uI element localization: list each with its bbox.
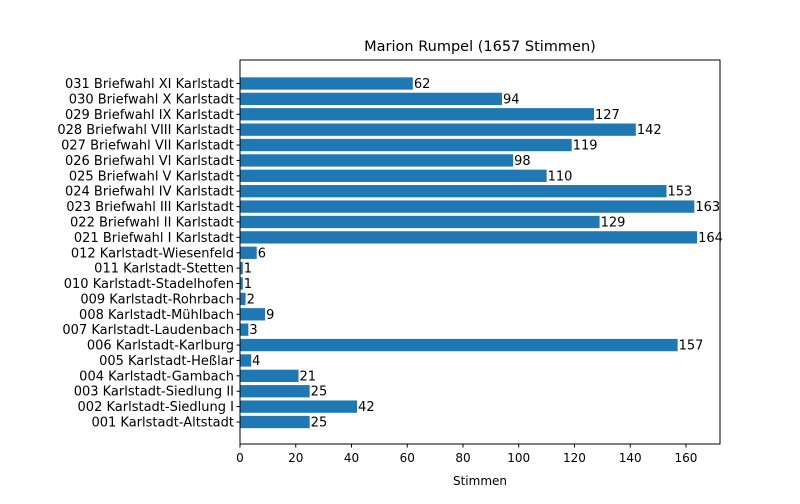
y-tick-label: 028 Briefwahl VIII Karlstadt (57, 123, 234, 138)
bar (240, 154, 514, 167)
y-tick-label: 027 Briefwahl VII Karlstadt (61, 139, 234, 154)
bar-value-label: 4 (252, 354, 260, 369)
bars-group (240, 77, 698, 429)
bar (240, 92, 503, 106)
bar-value-label: 164 (698, 231, 723, 246)
plot-frame (239, 59, 721, 445)
bar (240, 77, 413, 90)
x-tick-label: 60 (400, 451, 415, 465)
x-tick-label: 120 (563, 451, 586, 465)
y-tick-label: 004 Karlstadt-Gambach (79, 369, 234, 384)
y-tick-label: 023 Briefwahl III Karlstadt (66, 200, 234, 215)
bar (240, 200, 695, 213)
bar (240, 400, 358, 413)
value-labels-group: 2542252141573921161641291631531109811914… (244, 77, 723, 431)
y-tick-label: 030 Briefwahl X Karlstadt (69, 92, 234, 107)
y-tick-label: 006 Karlstadt-Karlburg (87, 339, 234, 354)
bar (240, 231, 698, 244)
x-tick-label: 160 (675, 451, 698, 465)
x-tick-label: 80 (455, 451, 470, 465)
y-tick-label: 026 Briefwahl VI Karlstadt (65, 154, 234, 169)
y-tick-label: 025 Briefwahl V Karlstadt (69, 169, 234, 184)
x-axis-label: Stimmen (453, 474, 507, 488)
y-tick-label: 009 Karlstadt-Rohrbach (80, 292, 234, 307)
y-tick-label: 005 Karlstadt-Heßlar (99, 354, 235, 369)
bar-value-label: 98 (514, 154, 531, 169)
chart-title: Marion Rumpel (1657 Stimmen) (364, 39, 596, 55)
bar-value-label: 127 (595, 108, 620, 123)
y-tick-label: 003 Karlstadt-Siedlung II (74, 385, 234, 400)
bar-value-label: 21 (300, 369, 317, 384)
bar-value-label: 42 (358, 400, 375, 415)
x-tick-label: 140 (619, 451, 642, 465)
bar-value-label: 163 (695, 200, 720, 215)
bar (240, 308, 266, 321)
bar-value-label: 25 (311, 416, 328, 431)
bar-value-label: 9 (266, 308, 274, 323)
y-tick-label: 022 Briefwahl II Karlstadt (70, 215, 234, 230)
bar-value-label: 25 (311, 385, 328, 400)
bar-value-label: 110 (548, 169, 573, 184)
bar (240, 185, 667, 198)
x-tick-label: 40 (344, 451, 359, 465)
bar-value-label: 1 (244, 277, 252, 292)
bar (240, 108, 595, 121)
y-tick-label: 012 Karlstadt-Wiesenfeld (71, 246, 234, 261)
bar-value-label: 62 (414, 77, 431, 92)
bar (240, 415, 310, 429)
x-tick-label: 100 (507, 451, 530, 465)
bar (240, 215, 600, 229)
bar-value-label: 142 (637, 123, 662, 138)
y-tick-label: 021 Briefwahl I Karlstadt (74, 231, 234, 246)
y-tick-label: 008 Karlstadt-Mühlbach (79, 308, 234, 323)
bar-value-label: 94 (503, 92, 520, 107)
bar-value-label: 157 (679, 339, 704, 354)
bar-value-label: 6 (258, 246, 266, 261)
bar-value-label: 129 (601, 215, 626, 230)
y-tick-label: 010 Karlstadt-Stadelhofen (64, 277, 234, 292)
y-tick-label: 024 Briefwahl IV Karlstadt (65, 185, 234, 200)
x-axis: 0 20 40 60 80 100 120 140 160 (236, 444, 697, 465)
bar (240, 169, 547, 182)
bar (240, 369, 299, 382)
bar (240, 277, 243, 290)
bar (240, 123, 636, 136)
bar (240, 338, 678, 352)
bar (240, 261, 243, 275)
y-tick-label: 002 Karlstadt-Siedlung I (78, 400, 234, 415)
y-tick-label: 031 Briefwahl XI Karlstadt (65, 77, 234, 92)
x-tick-label: 0 (236, 451, 244, 465)
bar-value-label: 153 (667, 185, 692, 200)
bar (240, 246, 257, 259)
bar-value-label: 2 (247, 292, 255, 307)
y-tick-label: 007 Karlstadt-Laudenbach (62, 323, 234, 338)
bar (240, 385, 310, 398)
y-tick-label: 029 Briefwahl IX Karlstadt (65, 108, 234, 123)
bar (240, 292, 246, 306)
x-tick-label: 20 (288, 451, 303, 465)
bar (240, 323, 249, 336)
bar (240, 354, 252, 367)
bar-value-label: 3 (249, 323, 257, 338)
y-tick-label: 011 Karlstadt-Stetten (94, 262, 234, 277)
bar-value-label: 1 (244, 262, 252, 277)
bar (240, 138, 572, 152)
bar-value-label: 119 (573, 139, 598, 154)
y-tick-label: 001 Karlstadt-Altstadt (91, 416, 234, 431)
